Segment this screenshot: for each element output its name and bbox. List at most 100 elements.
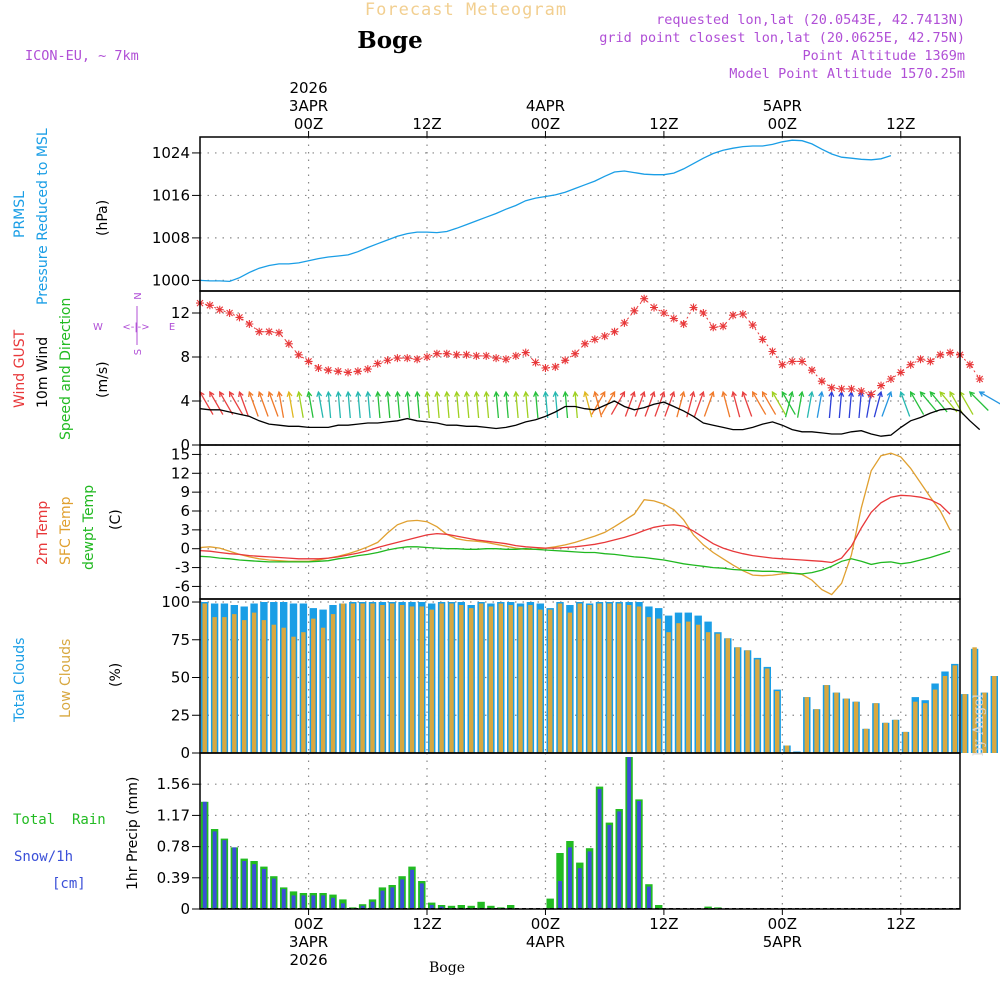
wind-direction-arrowhead [209, 390, 215, 398]
snow-bar [439, 906, 444, 909]
wind-direction-arrowhead [877, 390, 883, 398]
gust-point [758, 335, 767, 344]
wind-direction-arrowhead [689, 390, 696, 398]
wind-direction-arrow [386, 392, 391, 419]
temperature-labels: 2m Temp SFC Temp dewpt Temp (C) [35, 485, 124, 570]
snow-bar [647, 886, 651, 909]
wind-direction-arrowhead [939, 391, 946, 398]
pressure-ytick-label: 1000 [152, 271, 190, 289]
wind-panel: 0 4 8 12 [171, 290, 1000, 454]
wind-direction-arrowhead [375, 390, 381, 397]
model-name: ICON-EU, ~ 7km [25, 48, 139, 64]
wind-direction-arrow [238, 391, 250, 417]
tsfc-label: SFC Temp [58, 496, 74, 565]
temperature-unit: (C) [108, 509, 124, 530]
low-cloud-bar [429, 609, 434, 753]
gust-point [679, 320, 688, 328]
low-cloud-bar [834, 692, 839, 753]
bottom-time-label: 00Z [531, 915, 560, 933]
low-cloud-bar [696, 624, 701, 753]
low-cloud-bar [745, 650, 750, 753]
wind-direction-arrow [858, 392, 862, 419]
total-clouds-label: Total Clouds [12, 638, 28, 723]
snow-bar [232, 847, 237, 909]
gust-point [393, 354, 402, 363]
wind-direction-arrowhead [325, 390, 332, 397]
low-cloud-bar [952, 665, 957, 753]
gust-point [294, 350, 303, 359]
low-cloud-bar [646, 617, 652, 753]
rain-bar [704, 906, 712, 909]
compass-n: N [133, 292, 144, 299]
wind10-line [199, 400, 981, 437]
wind-direction-arrow [416, 392, 421, 419]
wind-ytick-label: 8 [180, 348, 190, 366]
snow-bar [577, 868, 582, 909]
compass-e: E [169, 322, 175, 333]
gust-point [669, 314, 678, 323]
low-cloud-bar [557, 603, 563, 753]
low-cloud-bar [775, 691, 780, 753]
compass-s: S [133, 349, 144, 355]
top-time-label: 00Z [768, 115, 797, 133]
gust-point [452, 350, 461, 359]
wind-direction-arrowhead [394, 390, 401, 397]
wind-direction-arrowhead [909, 390, 916, 398]
gust-point [314, 364, 323, 372]
gust-point [373, 359, 382, 368]
gust-point [857, 387, 866, 396]
wind-direction-arrowhead [444, 390, 451, 397]
wind-frame [199, 290, 961, 446]
gust-point [877, 381, 886, 390]
gust-point [551, 362, 560, 371]
wind-direction-arrow [347, 392, 351, 419]
location-title: Boge [357, 27, 423, 54]
gust-point [403, 354, 412, 363]
pressure-line [199, 139, 892, 283]
snow-bar [271, 878, 276, 909]
snow-bar [627, 757, 632, 909]
gust-point [580, 339, 589, 348]
wind-direction-arrow [357, 392, 361, 419]
temperature-ytick-label: 6 [180, 502, 190, 520]
wind-direction-arrow [574, 392, 578, 419]
wind-direction-arrowhead [454, 390, 460, 397]
top-time-label: 4APR [526, 97, 565, 115]
gust-point [946, 348, 955, 357]
low-cloud-bar [498, 603, 503, 753]
bottom-time-label: 2026 [289, 951, 327, 969]
wind-direction-arrow [248, 391, 259, 417]
gust-point [304, 357, 313, 366]
wind-direction-arrowhead [306, 390, 313, 398]
gust-point [788, 357, 797, 366]
wind-direction-arrow [838, 392, 843, 419]
gridpoint-lonlat: grid point closest lon,lat (20.0625E, 42… [599, 30, 965, 46]
low-cloud-bar [913, 701, 918, 753]
low-cloud-bar [419, 606, 424, 753]
snow-bar [360, 905, 365, 909]
low-cloud-bar [636, 606, 642, 753]
low-cloud-bar [390, 603, 395, 753]
snow-bar [331, 897, 335, 909]
wind-direction-arrow [327, 392, 332, 419]
top-time-label: 3APR [289, 97, 328, 115]
low-cloud-bar [301, 632, 306, 753]
gust-point [886, 375, 895, 383]
wind-direction-arrow [703, 391, 714, 417]
bottom-time-label: 12Z [649, 915, 678, 933]
gust-point [472, 351, 481, 360]
wind-direction-arrowhead [345, 390, 352, 397]
wind-direction-arrowhead [286, 390, 293, 398]
footer-location: Boge [429, 960, 465, 976]
snow-bar [321, 895, 326, 909]
wind-direction-arrow [219, 391, 234, 415]
wind-direction-arrow [969, 391, 989, 411]
gust-point [265, 327, 274, 336]
wind-direction-arrowhead [483, 390, 490, 397]
gust-line [199, 297, 981, 395]
wind-direction-arrowhead [771, 390, 778, 398]
snow-bar [587, 851, 592, 909]
wind-direction-arrow [229, 391, 244, 415]
